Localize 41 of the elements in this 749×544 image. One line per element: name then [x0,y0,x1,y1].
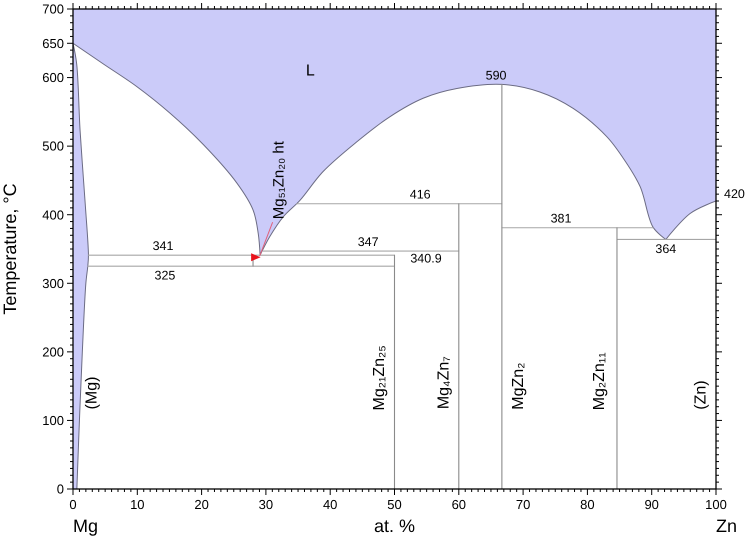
annotation: 325 [154,268,176,283]
x-tick-label: 70 [516,497,530,512]
y-tick-label: 200 [42,344,64,360]
annotation: 381 [550,212,572,226]
annotation: MgZn₂ [510,362,527,410]
annotation: (Mg) [83,376,100,410]
x-tick-label: 60 [452,497,466,512]
annotation: 590 [486,68,507,82]
annotation: 340.9 [410,252,442,266]
x-tick-label: 30 [258,497,274,512]
text: Zn [716,516,738,536]
y-tick-label: 100 [42,412,64,428]
annotation: (Zn) [692,380,710,410]
y-tick-label: 400 [42,207,64,222]
x-tick-label: 80 [580,497,595,512]
x-tick-label: 90 [644,497,659,512]
x-tick-label: 20 [194,497,209,512]
y-tick-label: 700 [42,2,64,17]
x-tick-label: 100 [705,497,727,512]
x-tick-label: 0 [69,497,77,512]
x-axis-title: at. % [374,516,416,536]
y-tick-label: 650 [42,36,64,51]
x-tick-label: 40 [322,497,338,512]
annotation: 416 [410,188,431,202]
annotation: 364 [655,242,676,256]
annotation: 341 [152,239,174,254]
annotation: 347 [358,235,379,250]
annotation: Mg₄Zn₇ [435,356,452,410]
x-tick-label: 10 [130,497,145,512]
y-tick-label: 300 [42,276,64,291]
annotation: 420 [724,187,745,201]
annotation: L [306,62,315,80]
annotation: Mg₅₁Zn₂₀ ht [270,140,288,220]
x-tick-label: 50 [387,497,402,512]
y-tick-label: 0 [56,482,64,497]
y-axis-title: Temperature, °C [0,183,20,315]
annotation: Mg₂₁Zn₂₅ [371,345,388,410]
y-tick-label: 500 [42,138,64,154]
annotation: Mg₂Zn₁₁ [590,352,608,410]
text: Mg [73,516,98,536]
y-tick-label: 600 [42,70,64,86]
